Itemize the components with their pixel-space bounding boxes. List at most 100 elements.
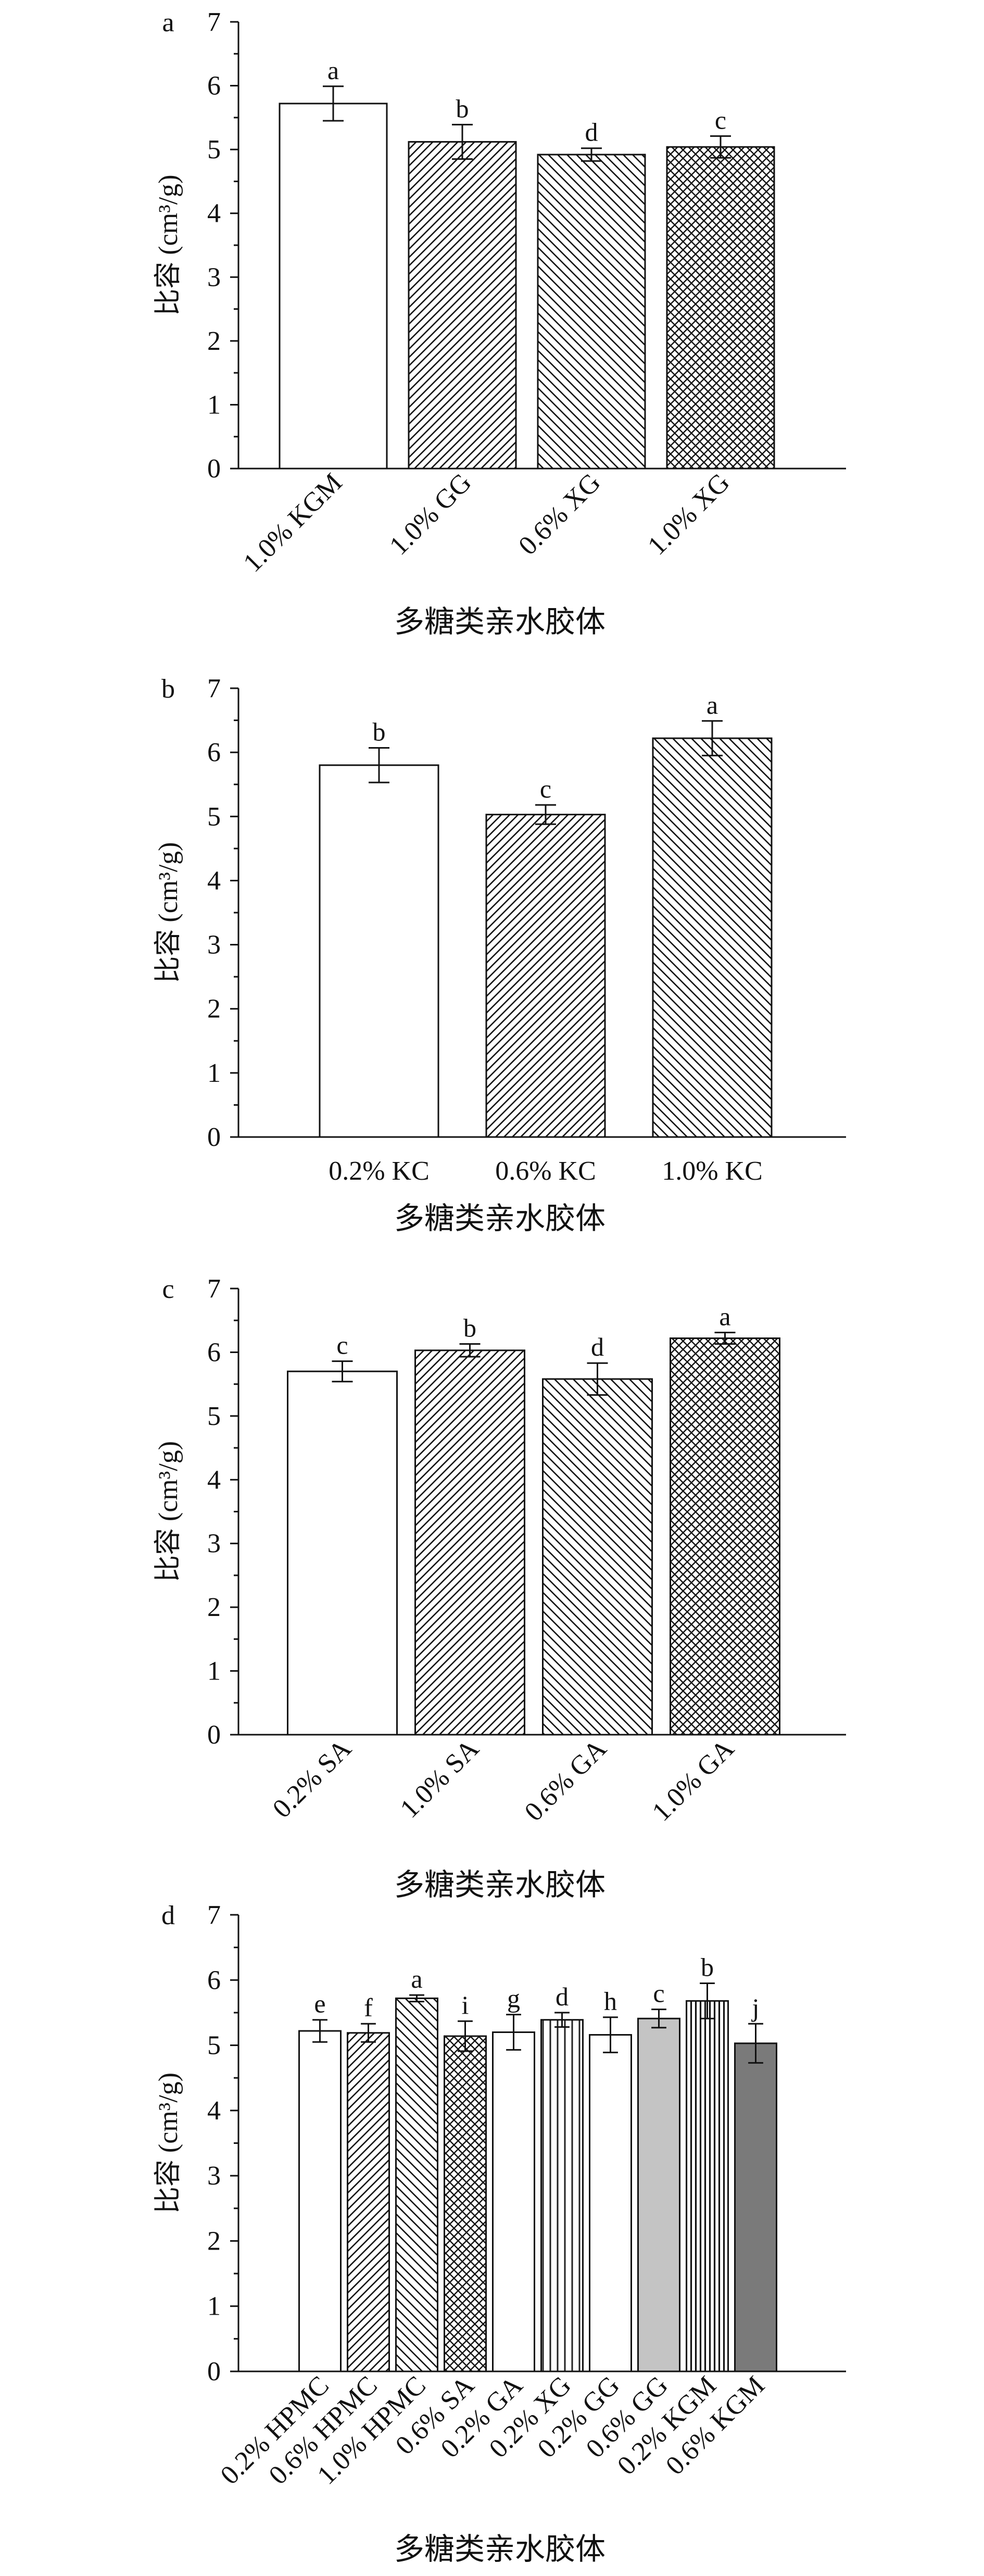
- significance-letter: a: [719, 1302, 730, 1331]
- x-tick-label: 1.0% GA: [647, 1734, 740, 1827]
- error-bar: [369, 747, 389, 784]
- significance-letter: g: [507, 1984, 520, 2013]
- y-tick-label: 3: [207, 1529, 221, 1559]
- y-axis-label: 比容 (cm³/g): [154, 174, 183, 315]
- y-tick-label: 4: [207, 1465, 221, 1495]
- x-tick-label: 1.0% KGM: [238, 468, 348, 578]
- y-axis-label: 比容 (cm³/g): [154, 842, 183, 983]
- y-tick-label: 1: [207, 1058, 221, 1088]
- bar-0-2-xg: [540, 2019, 584, 2372]
- error-bar: [312, 2019, 327, 2043]
- significance-letter: j: [751, 1993, 760, 2022]
- y-tick-label: 0: [207, 2357, 221, 2386]
- panel-letter: c: [162, 1274, 174, 1304]
- bar-1-0-kgm: [279, 103, 388, 470]
- x-tick-label: 1.0% XG: [642, 468, 735, 561]
- significance-letter: e: [314, 1989, 325, 2018]
- bar-0-2-sa: [287, 1370, 398, 1736]
- panel-b: 0 1 2 3 4 5 6 7 b 比容 (cm³/g) b 0.2% KC c 0.6% KC a 1.0%…: [154, 674, 846, 1235]
- panel-letter: b: [161, 674, 175, 704]
- error-bar: [409, 1994, 424, 2003]
- bar-0-2-ga: [492, 2031, 535, 2372]
- bar-0-6-kgm: [734, 2042, 777, 2372]
- y-tick-label: 4: [207, 866, 221, 895]
- bar-0-6-gg: [637, 2017, 680, 2372]
- error-bar: [581, 147, 602, 162]
- error-bar: [458, 2020, 473, 2052]
- bar-1-0-hpmc: [395, 1997, 438, 2372]
- significance-letter: b: [456, 94, 469, 123]
- x-tick-label: 0.2% KC: [329, 1156, 430, 1186]
- y-tick-label: 4: [207, 2096, 221, 2126]
- error-bar: [714, 1331, 736, 1345]
- error-bar: [323, 85, 344, 122]
- y-tick-label: 1: [207, 2292, 221, 2321]
- y-tick-label: 7: [207, 1900, 221, 1930]
- y-tick-label: 3: [207, 262, 221, 292]
- significance-letter: b: [463, 1314, 476, 1343]
- significance-letter: c: [653, 1979, 664, 2008]
- y-tick-label: 7: [207, 7, 221, 37]
- x-axis-label: 多糖类亲水胶体: [394, 1868, 605, 1902]
- bar-0-2-gg: [589, 2034, 632, 2372]
- significance-letter: d: [556, 1982, 569, 2011]
- y-tick-label: 5: [207, 2031, 221, 2061]
- x-tick-label: 0.6% GA: [519, 1734, 613, 1827]
- x-tick-label: 0.6% XG: [513, 468, 606, 561]
- significance-letter: f: [364, 1993, 373, 2022]
- error-bar: [748, 2023, 763, 2064]
- error-bar: [506, 2014, 521, 2051]
- panel-a: 0 1 2 3 4 5 6 7 a 比容 (cm³/g) a 1.0% KGM b 1.0% GG d 0.6…: [154, 7, 846, 639]
- x-tick-label: 0.6% KC: [495, 1156, 596, 1186]
- panel-c: 0 1 2 3 4 5 6 7 c 比容 (cm³/g) c 0.2% SA b 1.0% SA d 0.6%…: [154, 1274, 846, 1902]
- x-tick-label: 1.0% GG: [384, 468, 477, 561]
- error-bar: [554, 2012, 570, 2028]
- y-tick-label: 0: [207, 1720, 221, 1750]
- error-bar: [587, 1362, 608, 1396]
- significance-letter: d: [591, 1332, 604, 1361]
- bar-0-6-ga: [542, 1378, 653, 1736]
- significance-letter: c: [715, 105, 726, 134]
- significance-letter: c: [540, 774, 551, 803]
- y-tick-label: 6: [207, 71, 221, 101]
- y-tick-label: 2: [207, 2226, 221, 2256]
- y-tick-label: 2: [207, 1593, 221, 1622]
- significance-letter: a: [411, 1964, 422, 1993]
- bar-0-6-kc: [485, 814, 606, 1138]
- bar-0-2-hpmc: [298, 2030, 342, 2372]
- bar-1-0-xg: [666, 146, 775, 470]
- y-tick-label: 6: [207, 738, 221, 767]
- panel-letter: d: [161, 1901, 175, 1930]
- error-bar: [651, 2009, 666, 2029]
- x-axis-label: 多糖类亲水胶体: [394, 1202, 605, 1235]
- significance-letter: d: [585, 118, 598, 147]
- y-axis-label: 比容 (cm³/g): [154, 1441, 183, 1582]
- bar-0-2-kgm: [686, 2000, 729, 2372]
- y-tick-label: 1: [207, 390, 221, 420]
- bar-0-6-sa: [444, 2035, 487, 2372]
- x-axis-label: 多糖类亲水胶体: [394, 2532, 605, 2566]
- bar-0-2-kc: [319, 764, 439, 1138]
- x-tick-label: 1.0% SA: [395, 1734, 485, 1824]
- y-tick-label: 6: [207, 1965, 221, 1995]
- y-tick-label: 3: [207, 930, 221, 960]
- x-tick-label: 1.0% KC: [662, 1156, 763, 1186]
- bar-1-0-gg: [408, 141, 517, 470]
- y-axis-label: 比容 (cm³/g): [154, 2073, 183, 2214]
- y-tick-label: 6: [207, 1337, 221, 1367]
- bar-0-6-xg: [537, 154, 646, 470]
- y-tick-label: 0: [207, 1122, 221, 1152]
- y-tick-label: 0: [207, 454, 221, 484]
- error-bar: [452, 123, 473, 160]
- error-bar: [535, 804, 556, 825]
- error-bar: [710, 135, 731, 159]
- x-tick-label: 0.2% SA: [267, 1734, 357, 1824]
- bar-0-6-hpmc: [347, 2032, 390, 2372]
- significance-letter: i: [462, 1990, 469, 2019]
- y-tick-label: 2: [207, 994, 221, 1024]
- significance-letter: a: [707, 690, 718, 719]
- bar-1-0-sa: [414, 1349, 525, 1736]
- significance-letter: h: [604, 1987, 617, 2016]
- y-tick-label: 1: [207, 1657, 221, 1686]
